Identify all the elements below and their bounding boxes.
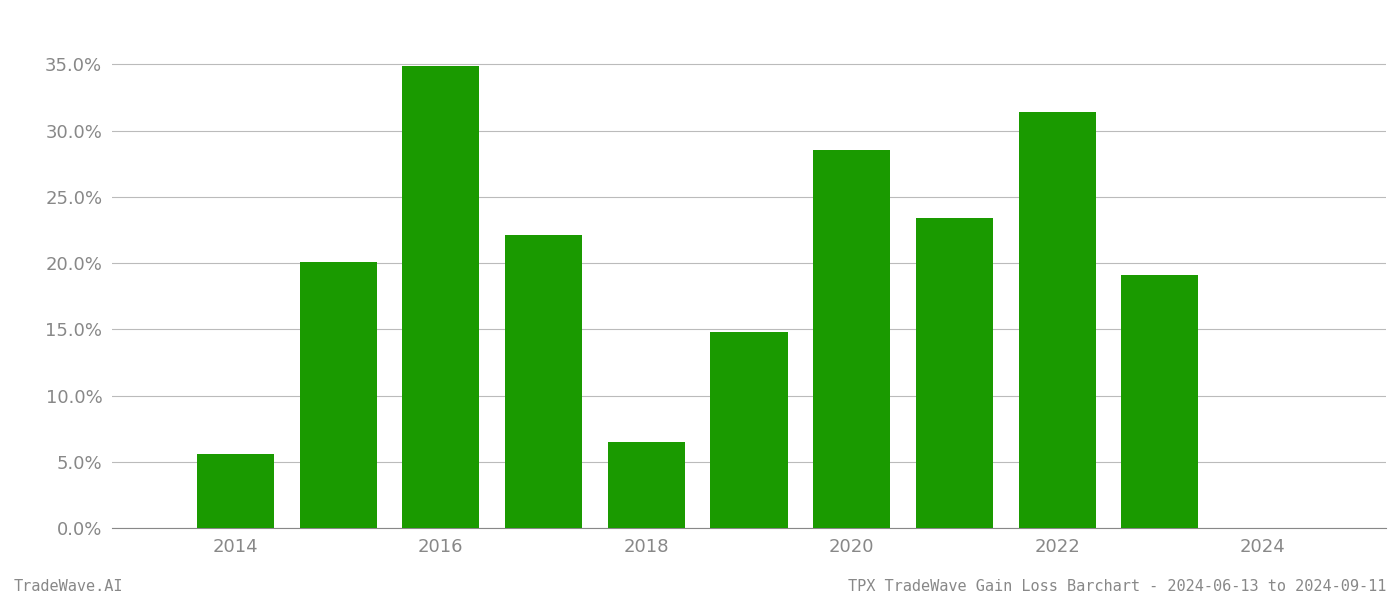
Bar — [1019, 112, 1096, 528]
Bar — [1121, 275, 1198, 528]
Bar — [197, 454, 274, 528]
Bar — [402, 65, 479, 528]
Bar — [505, 235, 582, 528]
Text: TradeWave.AI: TradeWave.AI — [14, 579, 123, 594]
Bar — [300, 262, 377, 528]
Bar — [710, 332, 788, 528]
Bar — [813, 151, 890, 528]
Bar — [608, 442, 685, 528]
Text: TPX TradeWave Gain Loss Barchart - 2024-06-13 to 2024-09-11: TPX TradeWave Gain Loss Barchart - 2024-… — [847, 579, 1386, 594]
Bar — [916, 218, 993, 528]
